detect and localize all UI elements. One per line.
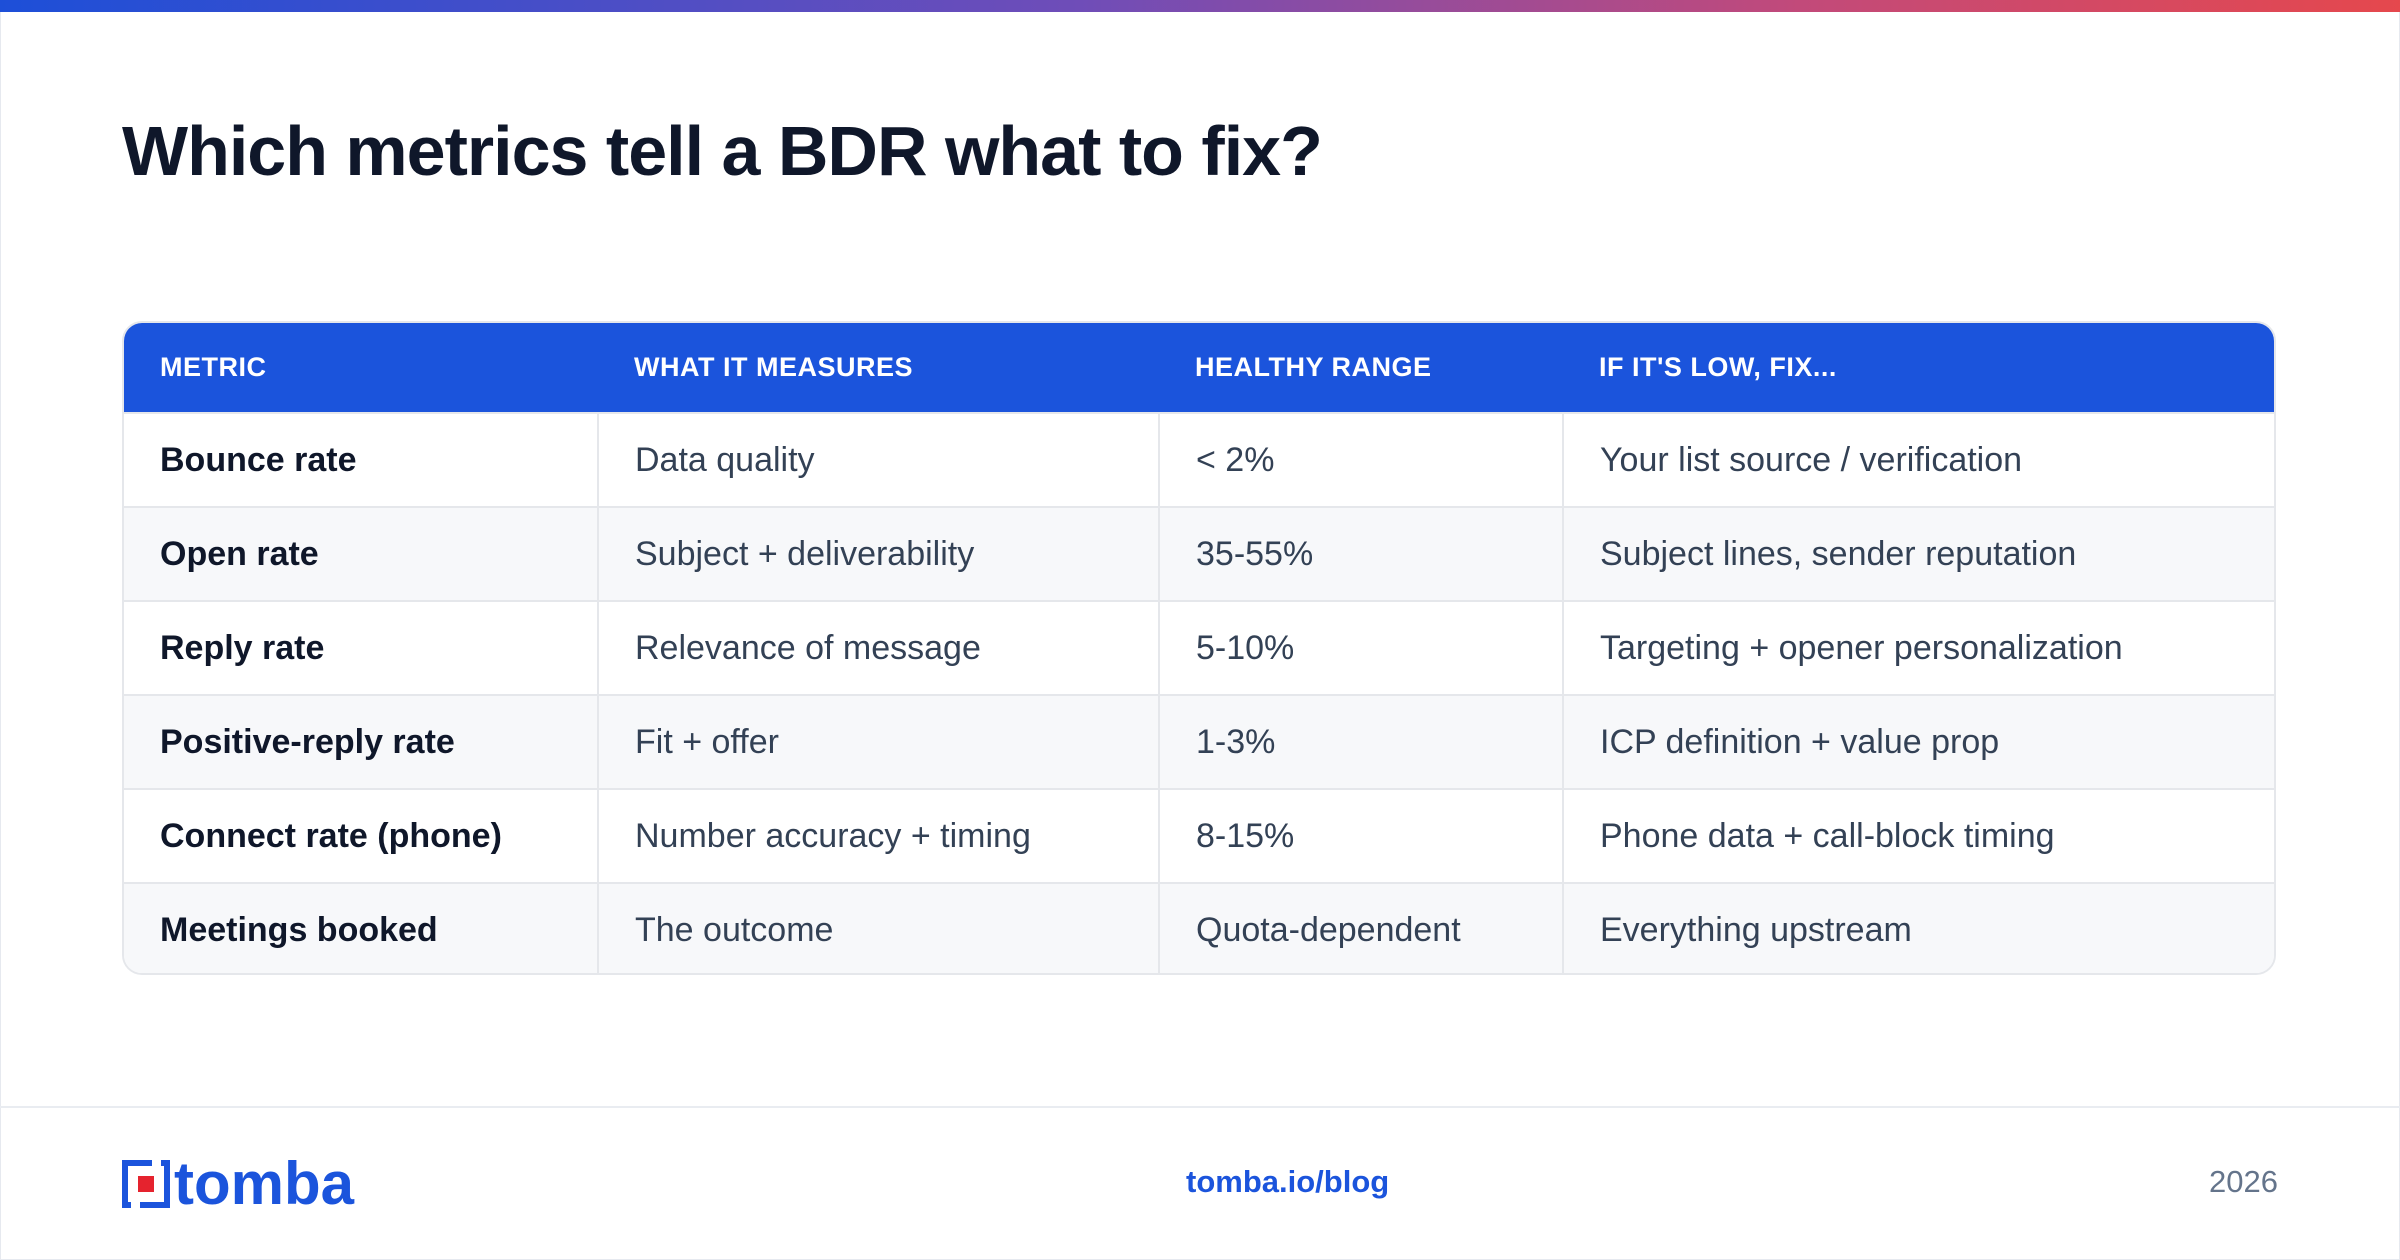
range-cell: < 2% (1159, 412, 1564, 507)
fix-cell: Phone data + call-block timing (1563, 788, 2274, 883)
range-cell: 8-15% (1159, 788, 1564, 883)
measures-cell: The outcome (598, 882, 1160, 973)
footer-divider (0, 1106, 2400, 1108)
table-row: Connect rate (phone) Number accuracy + t… (124, 788, 2274, 883)
fix-cell: Subject lines, sender reputation (1563, 506, 2274, 601)
header-what-it-measures: WHAT IT MEASURES (634, 352, 913, 382)
range-cell: Quota-dependent (1159, 882, 1564, 973)
metric-cell: Reply rate (124, 600, 599, 695)
metric-cell: Connect rate (phone) (124, 788, 599, 883)
table-header-row: METRIC WHAT IT MEASURES HEALTHY RANGE IF… (124, 323, 2274, 413)
metric-cell: Open rate (124, 506, 599, 601)
metric-cell: Positive-reply rate (124, 694, 599, 789)
gradient-top-bar (0, 0, 2400, 12)
header-metric: METRIC (160, 352, 267, 382)
fix-cell: Your list source / verification (1563, 412, 2274, 507)
measures-cell: Relevance of message (598, 600, 1160, 695)
page-title: Which metrics tell a BDR what to fix? (122, 112, 1323, 190)
fix-cell: Targeting + opener personalization (1563, 600, 2274, 695)
measures-cell: Subject + deliverability (598, 506, 1160, 601)
measures-cell: Data quality (598, 412, 1160, 507)
measures-cell: Fit + offer (598, 694, 1160, 789)
header-fix: IF IT'S LOW, FIX... (1599, 352, 1837, 382)
range-cell: 1-3% (1159, 694, 1564, 789)
fix-cell: ICP definition + value prop (1563, 694, 2274, 789)
table-row: Bounce rate Data quality < 2% Your list … (124, 412, 2274, 507)
metric-cell: Bounce rate (124, 412, 599, 507)
header-healthy-range: HEALTHY RANGE (1195, 352, 1432, 382)
range-cell: 5-10% (1159, 600, 1564, 695)
table-row: Positive-reply rate Fit + offer 1-3% ICP… (124, 694, 2274, 789)
tomba-logo-mark-icon (122, 1160, 170, 1208)
measures-cell: Number accuracy + timing (598, 788, 1160, 883)
footer-year: 2026 (2209, 1164, 2278, 1199)
fix-cell: Everything upstream (1563, 882, 2274, 973)
tomba-logo[interactable]: tomba (122, 1150, 354, 1217)
metrics-table: METRIC WHAT IT MEASURES HEALTHY RANGE IF… (122, 321, 2276, 975)
table-row: Meetings booked The outcome Quota-depend… (124, 882, 2274, 973)
blog-link[interactable]: tomba.io/blog (1186, 1164, 1390, 1199)
table-row: Reply rate Relevance of message 5-10% Ta… (124, 600, 2274, 695)
table-row: Open rate Subject + deliverability 35-55… (124, 506, 2274, 601)
metric-cell: Meetings booked (124, 882, 599, 973)
logo-wordmark: tomba (174, 1150, 354, 1217)
range-cell: 35-55% (1159, 506, 1564, 601)
